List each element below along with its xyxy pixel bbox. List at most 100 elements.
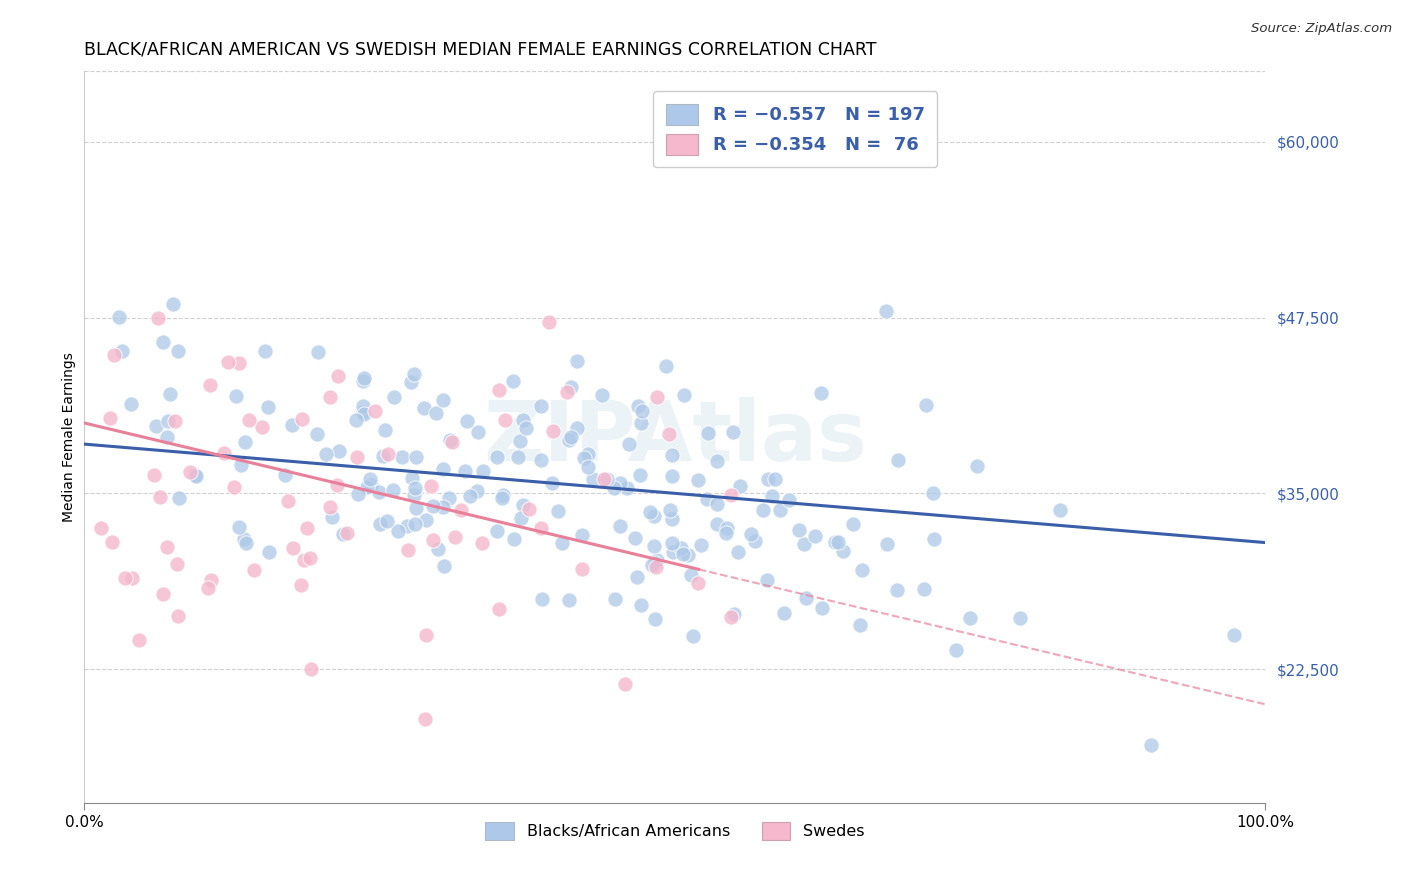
- Point: [367, 485, 389, 500]
- Point: [295, 521, 318, 535]
- Point: [689, 538, 711, 552]
- Point: [467, 425, 489, 440]
- Point: [374, 423, 396, 437]
- Point: [353, 371, 375, 385]
- Point: [924, 532, 946, 546]
- Point: [706, 517, 728, 532]
- Point: [402, 367, 425, 381]
- Point: [773, 607, 796, 621]
- Point: [609, 518, 631, 533]
- Point: [217, 355, 239, 369]
- Point: [156, 540, 179, 554]
- Point: [184, 467, 207, 482]
- Point: [661, 536, 683, 550]
- Point: [628, 468, 651, 483]
- Point: [375, 514, 398, 528]
- Point: [292, 553, 315, 567]
- Point: [319, 500, 342, 515]
- Point: [631, 404, 654, 418]
- Point: [401, 471, 423, 485]
- Point: [541, 476, 564, 491]
- Point: [578, 459, 600, 474]
- Point: [529, 453, 551, 467]
- Point: [512, 413, 534, 427]
- Point: [557, 592, 579, 607]
- Point: [114, 572, 136, 586]
- Point: [432, 393, 454, 408]
- Point: [644, 612, 666, 626]
- Point: [531, 592, 554, 607]
- Point: [405, 500, 427, 515]
- Point: [488, 383, 510, 397]
- Point: [15, 434, 38, 448]
- Point: [458, 489, 481, 503]
- Point: [486, 450, 509, 464]
- Point: [425, 406, 447, 420]
- Point: [537, 316, 560, 330]
- Point: [30, 434, 52, 449]
- Point: [228, 520, 250, 534]
- Point: [671, 541, 693, 555]
- Point: [793, 537, 815, 551]
- Point: [228, 356, 250, 370]
- Point: [238, 413, 260, 427]
- Point: [326, 477, 349, 491]
- Point: [121, 570, 143, 584]
- Point: [517, 502, 540, 516]
- Point: [27, 304, 49, 318]
- Point: [832, 544, 855, 558]
- Point: [225, 389, 247, 403]
- Point: [627, 399, 650, 413]
- Point: [280, 418, 302, 433]
- Y-axis label: Median Female Earnings: Median Female Earnings: [62, 352, 76, 522]
- Point: [619, 437, 641, 451]
- Point: [440, 434, 463, 449]
- Point: [120, 397, 142, 411]
- Point: [472, 464, 495, 478]
- Point: [222, 480, 245, 494]
- Point: [803, 529, 825, 543]
- Point: [638, 505, 661, 519]
- Point: [696, 425, 718, 440]
- Point: [572, 450, 595, 465]
- Point: [1223, 628, 1246, 642]
- Point: [688, 473, 710, 487]
- Point: [661, 468, 683, 483]
- Point: [299, 662, 322, 676]
- Point: [165, 414, 187, 428]
- Point: [299, 551, 322, 566]
- Point: [422, 533, 444, 547]
- Point: [886, 582, 908, 597]
- Point: [491, 491, 513, 505]
- Point: [347, 487, 370, 501]
- Point: [756, 472, 779, 486]
- Point: [502, 532, 524, 546]
- Point: [387, 524, 409, 539]
- Point: [44, 362, 66, 376]
- Point: [352, 399, 374, 413]
- Point: [605, 592, 627, 607]
- Point: [100, 535, 122, 549]
- Point: [827, 534, 849, 549]
- Point: [290, 578, 312, 592]
- Point: [565, 421, 588, 435]
- Point: [1140, 738, 1163, 752]
- Point: [197, 581, 219, 595]
- Point: [42, 241, 65, 255]
- Point: [560, 379, 582, 393]
- Point: [321, 510, 343, 524]
- Point: [152, 587, 174, 601]
- Point: [253, 343, 276, 358]
- Point: [346, 450, 368, 464]
- Point: [922, 485, 945, 500]
- Point: [391, 450, 413, 465]
- Point: [842, 517, 865, 532]
- Point: [326, 369, 349, 384]
- Point: [37, 367, 59, 381]
- Point: [778, 493, 800, 508]
- Point: [592, 472, 614, 486]
- Legend: Blacks/African Americans, Swedes: Blacks/African Americans, Swedes: [475, 812, 875, 850]
- Point: [810, 385, 832, 400]
- Point: [727, 545, 749, 559]
- Point: [630, 416, 652, 430]
